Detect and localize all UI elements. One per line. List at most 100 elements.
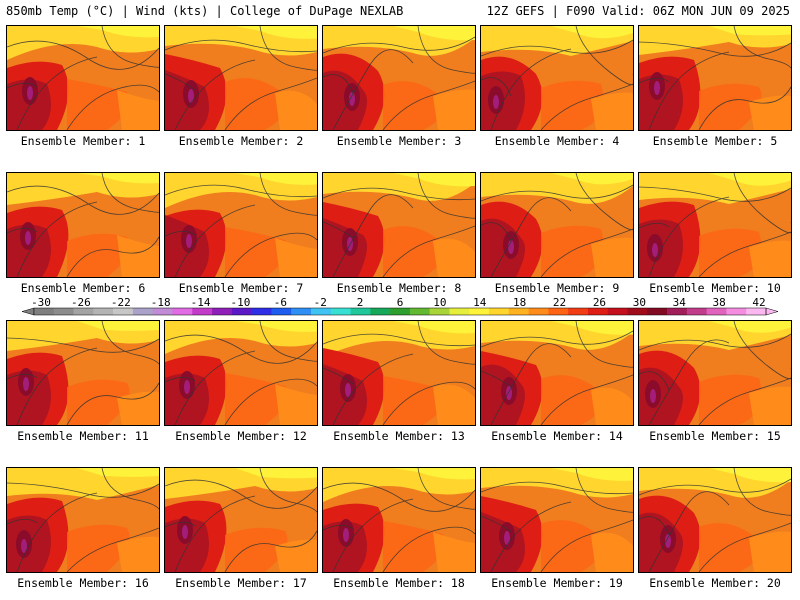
ensemble-member-label: Ensemble Member: 17 (175, 576, 307, 590)
colorbar-tick-label: 2 (357, 297, 364, 309)
colorbar-swatch (568, 308, 589, 315)
colorbar-swatch (627, 308, 648, 315)
colorbar-swatch (746, 308, 767, 315)
colorbar-tick-label: 18 (513, 297, 526, 309)
ensemble-member-label: Ensemble Member: 16 (17, 576, 149, 590)
colorbar-swatch (548, 308, 569, 315)
ensemble-member-label: Ensemble Member: 5 (652, 134, 778, 148)
ensemble-member-map (6, 320, 160, 426)
ensemble-member-label: Ensemble Member: 7 (178, 281, 304, 295)
colorbar-swatch (409, 308, 430, 315)
colorbar-tick-label: -22 (111, 297, 131, 309)
colorbar-outline (33, 307, 767, 316)
colorbar-swatch (93, 308, 114, 315)
colorbar-tick-label: 14 (473, 297, 487, 309)
colorbar-swatch (508, 308, 529, 315)
header-right-title: 12Z GEFS | F090 Valid: 06Z MON JUN 09 20… (486, 4, 790, 18)
ensemble-member-map (322, 467, 476, 573)
ensemble-member-map (480, 320, 634, 426)
colorbar-tick-label: 42 (752, 297, 765, 309)
colorbar-tick-label: 6 (397, 297, 404, 309)
colorbar-left-arrow (21, 307, 35, 316)
temperature-colorbar: -30 -26 -22 -18 -14 -10 -6 -2 2 6 10 14 18 22 26 30 34 38… (21, 297, 779, 316)
ensemble-member-map (638, 320, 792, 426)
colorbar-swatch (172, 308, 193, 315)
ensemble-member-map (480, 467, 634, 573)
ensemble-member-map (480, 25, 634, 131)
colorbar-tick-label: 26 (593, 297, 606, 309)
colorbar-swatch (53, 308, 74, 315)
colorbar-tick-label: -10 (231, 297, 251, 309)
colorbar-tick-label: -2 (314, 297, 327, 309)
ensemble-member-map (6, 172, 160, 278)
colorbar-swatch (271, 308, 292, 315)
ensemble-member-label: Ensemble Member: 2 (178, 134, 304, 148)
colorbar-tick-label: 38 (712, 297, 725, 309)
colorbar-swatch (113, 308, 134, 315)
colorbar-tick-label: -26 (71, 297, 91, 309)
ensemble-member-label: Ensemble Member: 15 (649, 429, 781, 443)
colorbar-swatch (726, 308, 747, 315)
ensemble-member-map (322, 320, 476, 426)
colorbar-swatch (686, 308, 707, 315)
colorbar-swatch (647, 308, 668, 315)
colorbar-swatch (370, 308, 391, 315)
colorbar-tick-label: 34 (673, 297, 687, 309)
colorbar-swatch (251, 308, 272, 315)
ensemble-member-map (164, 467, 318, 573)
colorbar-tick-label: -14 (191, 297, 211, 309)
colorbar-swatch (390, 308, 411, 315)
ensemble-member-label: Ensemble Member: 6 (20, 281, 146, 295)
ensemble-member-map (164, 320, 318, 426)
ensemble-member-map (164, 172, 318, 278)
ensemble-member-map (322, 172, 476, 278)
colorbar-swatch (489, 308, 510, 315)
ensemble-member-map (638, 467, 792, 573)
ensemble-member-label: Ensemble Member: 1 (20, 134, 146, 148)
ensemble-member-label: Ensemble Member: 18 (333, 576, 465, 590)
colorbar-swatch (350, 308, 371, 315)
ensemble-member-map (322, 25, 476, 131)
ensemble-member-label: Ensemble Member: 20 (649, 576, 781, 590)
colorbar-swatch (152, 308, 173, 315)
colorbar-right-arrow (765, 307, 779, 316)
colorbar-swatch (291, 308, 312, 315)
colorbar-swatch (667, 308, 688, 315)
ensemble-member-label: Ensemble Member: 8 (336, 281, 462, 295)
ensemble-member-label: Ensemble Member: 3 (336, 134, 462, 148)
ensemble-member-label: Ensemble Member: 9 (494, 281, 620, 295)
ensemble-member-label: Ensemble Member: 11 (17, 429, 149, 443)
ensemble-member-label: Ensemble Member: 13 (333, 429, 465, 443)
ensemble-member-label: Ensemble Member: 19 (491, 576, 623, 590)
colorbar-tick-label: -30 (31, 297, 51, 309)
colorbar-swatch (449, 308, 470, 315)
ensemble-member-label: Ensemble Member: 14 (491, 429, 623, 443)
ensemble-member-map (638, 172, 792, 278)
colorbar-swatch (607, 308, 628, 315)
ensemble-member-label: Ensemble Member: 12 (175, 429, 307, 443)
ensemble-member-map (638, 25, 792, 131)
colorbar-tick-label: 22 (553, 297, 566, 309)
ensemble-member-map (164, 25, 318, 131)
colorbar-swatch (132, 308, 154, 315)
ensemble-member-label: Ensemble Member: 4 (494, 134, 620, 148)
colorbar-swatch (310, 308, 332, 315)
ensemble-member-map (480, 172, 634, 278)
colorbar-tick-label: 10 (433, 297, 446, 309)
colorbar-swatch (34, 308, 55, 315)
colorbar-swatch (212, 308, 233, 315)
colorbar-swatch (192, 308, 213, 315)
colorbar-swatch (429, 308, 450, 315)
colorbar-tick-label: 30 (633, 297, 646, 309)
colorbar-swatch (330, 308, 351, 315)
colorbar-swatch (587, 308, 609, 315)
colorbar-swatch (706, 308, 727, 315)
colorbar-swatch (73, 308, 94, 315)
header-left-title: 850mb Temp (°C) | Wind (kts) | College o… (6, 4, 404, 18)
colorbar-swatch (231, 308, 252, 315)
colorbar-tick-label: -18 (151, 297, 171, 309)
colorbar-swatch (528, 308, 549, 315)
ensemble-member-map (6, 467, 160, 573)
ensemble-member-map (6, 25, 160, 131)
ensemble-member-label: Ensemble Member: 10 (649, 281, 781, 295)
